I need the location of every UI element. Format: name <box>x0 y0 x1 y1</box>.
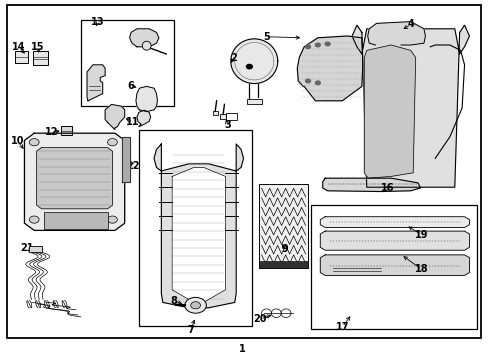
Ellipse shape <box>142 41 151 50</box>
Text: 22: 22 <box>126 161 140 171</box>
Polygon shape <box>351 25 468 187</box>
Text: 7: 7 <box>187 325 194 335</box>
Bar <box>33 51 48 65</box>
Polygon shape <box>320 231 468 250</box>
Circle shape <box>184 297 206 313</box>
Text: 9: 9 <box>281 244 287 254</box>
Bar <box>220 114 225 119</box>
Polygon shape <box>129 29 159 47</box>
Circle shape <box>29 139 39 146</box>
Circle shape <box>325 42 329 46</box>
Bar <box>29 246 41 252</box>
Text: 10: 10 <box>11 136 24 146</box>
Bar <box>213 111 218 115</box>
Polygon shape <box>154 144 243 308</box>
Text: 12: 12 <box>44 127 58 138</box>
Circle shape <box>305 45 310 49</box>
Polygon shape <box>172 167 225 302</box>
Circle shape <box>29 216 39 223</box>
Text: 3: 3 <box>224 120 230 130</box>
Bar <box>61 126 72 135</box>
Text: 5: 5 <box>263 32 269 42</box>
Bar <box>246 99 261 104</box>
Polygon shape <box>230 39 277 84</box>
Circle shape <box>107 139 117 146</box>
Polygon shape <box>122 137 129 182</box>
Text: 15: 15 <box>31 42 45 52</box>
Text: 14: 14 <box>12 42 25 52</box>
Circle shape <box>315 81 320 85</box>
Polygon shape <box>137 110 150 127</box>
Bar <box>310 205 476 329</box>
Bar <box>225 113 236 120</box>
Circle shape <box>246 64 252 69</box>
Circle shape <box>107 216 117 223</box>
Polygon shape <box>136 86 157 112</box>
Polygon shape <box>322 178 420 192</box>
Text: 4: 4 <box>407 19 413 30</box>
Text: 11: 11 <box>126 117 140 127</box>
Polygon shape <box>364 45 415 178</box>
Polygon shape <box>87 65 105 101</box>
Bar <box>81 20 173 106</box>
Text: 6: 6 <box>127 81 134 91</box>
Polygon shape <box>320 217 468 228</box>
Text: 19: 19 <box>414 230 427 240</box>
Polygon shape <box>24 133 124 230</box>
Text: 13: 13 <box>91 17 104 27</box>
Polygon shape <box>37 148 112 209</box>
Circle shape <box>305 79 310 83</box>
Text: 1: 1 <box>238 344 245 354</box>
Text: 21: 21 <box>20 243 34 253</box>
Text: 2: 2 <box>230 53 237 63</box>
Bar <box>139 130 251 326</box>
Text: 8: 8 <box>170 296 177 306</box>
Bar <box>259 261 307 268</box>
Polygon shape <box>297 36 362 101</box>
Bar <box>15 51 28 63</box>
Bar <box>259 184 307 268</box>
Circle shape <box>190 302 200 309</box>
Polygon shape <box>320 255 468 275</box>
Circle shape <box>315 43 320 47</box>
Bar <box>44 212 107 229</box>
Text: 18: 18 <box>414 264 427 274</box>
Text: 20: 20 <box>253 314 266 324</box>
Polygon shape <box>105 104 124 130</box>
Text: 17: 17 <box>335 322 348 332</box>
Polygon shape <box>367 22 425 45</box>
Text: 16: 16 <box>380 183 393 193</box>
